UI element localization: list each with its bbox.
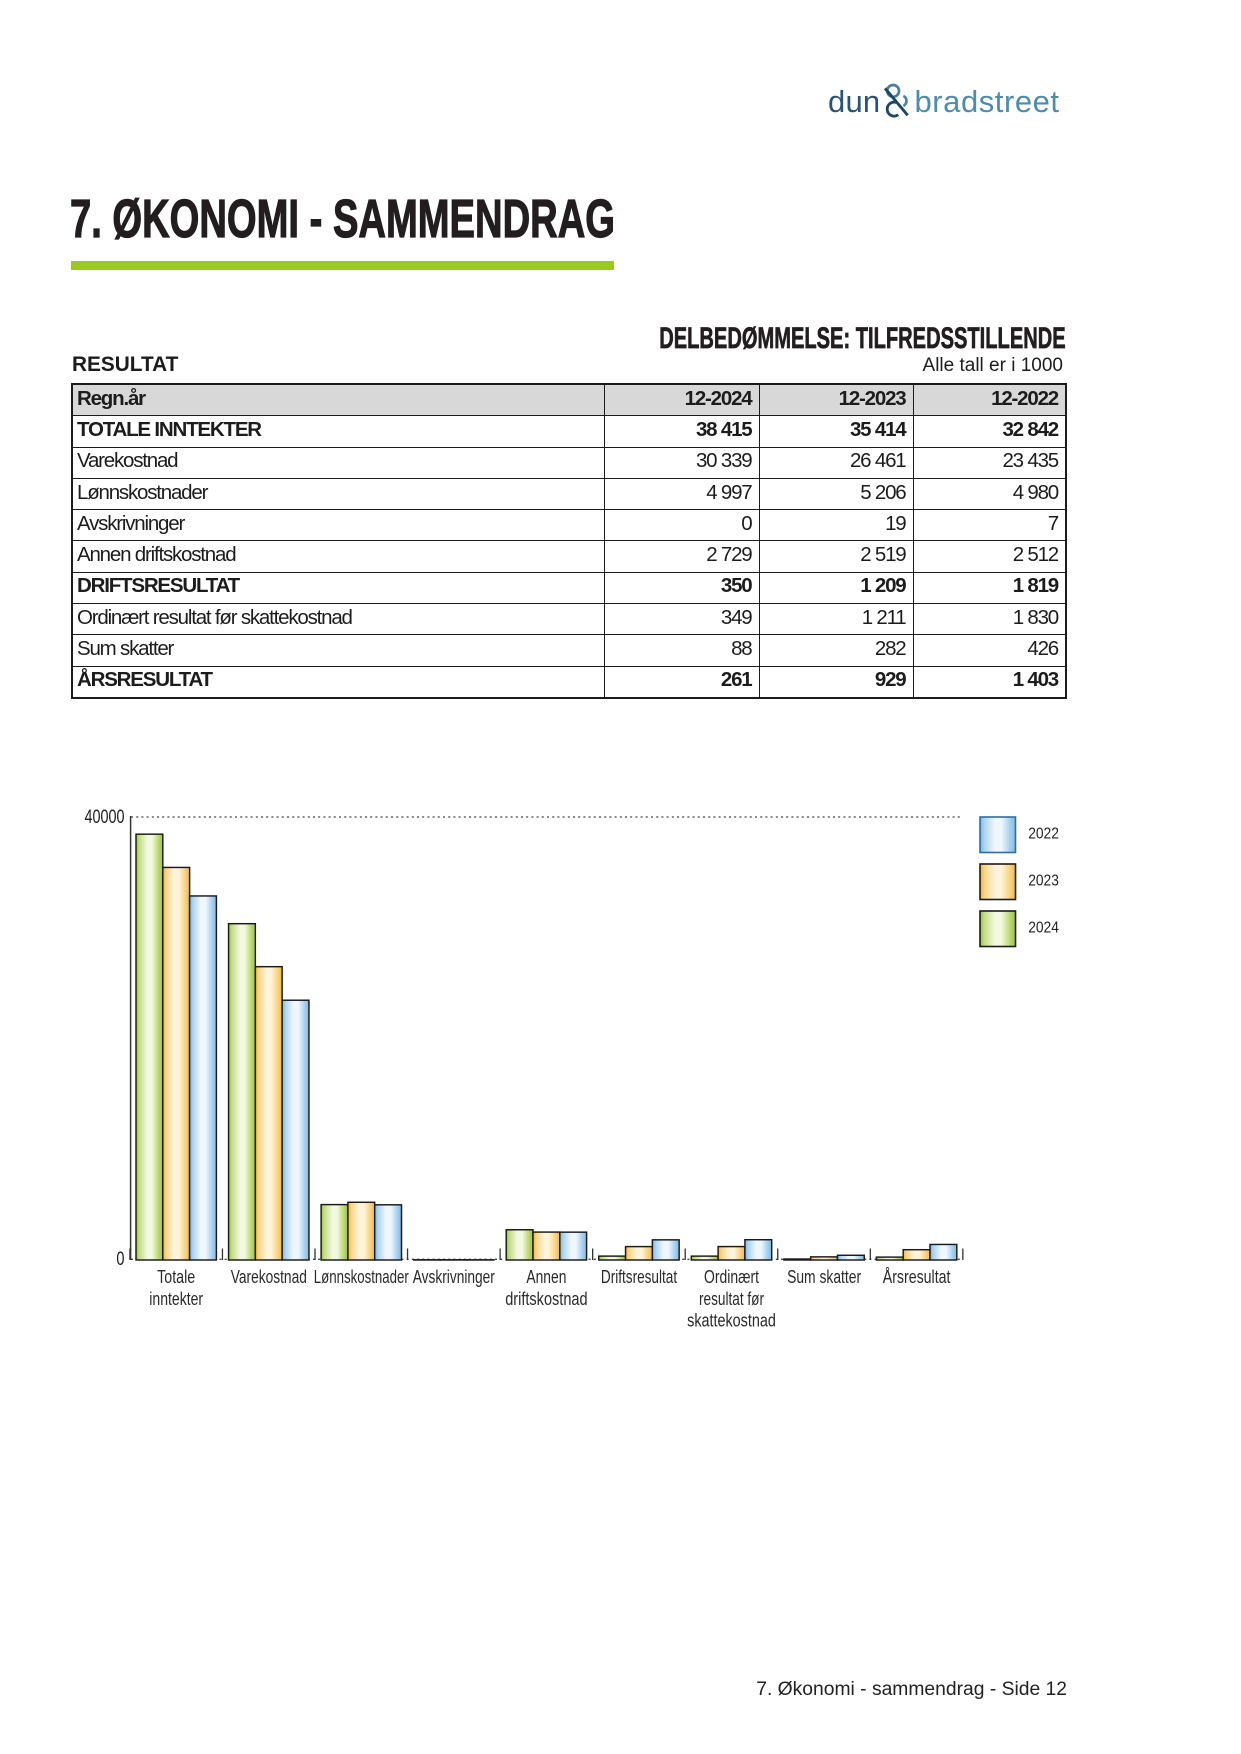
svg-text:Sum skatter: Sum skatter	[787, 1267, 861, 1287]
svg-text:40000: 40000	[85, 807, 125, 828]
svg-text:2022: 2022	[1028, 826, 1059, 843]
svg-text:Årsresultat: Årsresultat	[883, 1267, 951, 1287]
svg-text:Ordinært: Ordinært	[704, 1267, 759, 1287]
svg-text:driftskostnad: driftskostnad	[505, 1289, 587, 1309]
svg-text:2023: 2023	[1028, 873, 1059, 890]
svg-text:Avskrivninger: Avskrivninger	[413, 1267, 495, 1287]
svg-text:2024: 2024	[1028, 920, 1059, 937]
svg-text:Annen: Annen	[526, 1267, 566, 1287]
svg-text:0: 0	[116, 1249, 124, 1270]
svg-text:resultat før: resultat før	[699, 1289, 764, 1309]
svg-text:Totale: Totale	[157, 1267, 195, 1287]
svg-text:skattekostnad: skattekostnad	[687, 1311, 776, 1331]
svg-text:Lønnskostnader: Lønnskostnader	[314, 1267, 409, 1287]
svg-text:inntekter: inntekter	[149, 1289, 203, 1309]
svg-text:Driftsresultat: Driftsresultat	[601, 1267, 677, 1287]
svg-text:Varekostnad: Varekostnad	[231, 1267, 307, 1287]
